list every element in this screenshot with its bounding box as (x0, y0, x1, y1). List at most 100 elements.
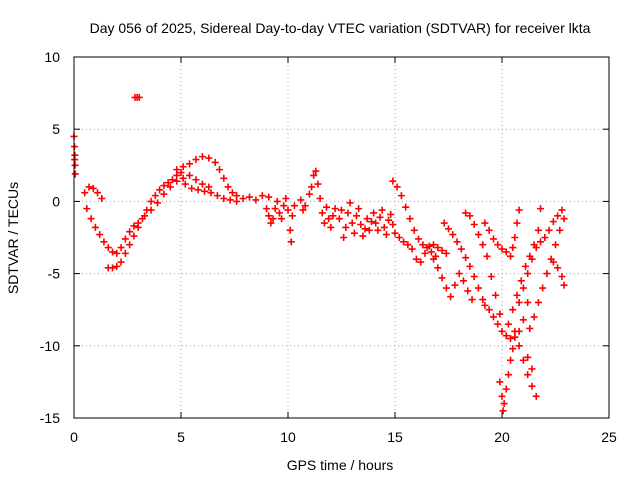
y-tick-label: 0 (52, 193, 60, 209)
data-point (382, 231, 390, 239)
data-point (515, 298, 523, 306)
data-point (113, 249, 121, 257)
data-point (513, 219, 521, 227)
data-point (397, 192, 405, 200)
x-tick-label: 15 (387, 429, 403, 445)
data-point (100, 238, 108, 246)
data-point (280, 202, 288, 210)
series-rise-22-23 (526, 215, 568, 332)
data-point (434, 244, 442, 252)
data-point (320, 219, 328, 227)
data-point (226, 196, 234, 204)
data-point (541, 234, 549, 241)
data-point (519, 356, 527, 364)
data-point (173, 177, 181, 185)
data-point (554, 264, 562, 272)
data-point (517, 277, 525, 285)
data-point (308, 183, 316, 191)
data-point (374, 226, 382, 234)
data-point (558, 206, 566, 214)
plot-frame (73, 56, 610, 419)
data-point (164, 179, 172, 187)
data-point (89, 184, 97, 192)
data-point (507, 252, 515, 260)
data-point (408, 245, 416, 253)
series-arc-a (81, 183, 138, 257)
data-point (507, 356, 515, 364)
data-point (338, 206, 345, 214)
data-point (462, 254, 470, 262)
data-point (156, 186, 164, 194)
data-point (509, 306, 517, 314)
data-point (425, 242, 433, 250)
data-point (278, 215, 286, 223)
data-point (496, 378, 504, 386)
data-point (312, 167, 320, 175)
data-point (263, 205, 271, 213)
series-arc-d (173, 153, 241, 200)
data-point (365, 226, 373, 234)
data-point (239, 195, 247, 203)
y-tick-label: -10 (40, 338, 60, 354)
data-point (532, 244, 540, 252)
data-point (499, 407, 507, 415)
series-arc-b (104, 169, 185, 272)
data-point (344, 209, 352, 217)
data-point (335, 215, 343, 223)
data-point (173, 166, 181, 174)
series-arc-c (134, 171, 213, 227)
data-point (188, 184, 196, 192)
data-point (462, 209, 470, 217)
data-point (560, 281, 568, 289)
data-point (346, 199, 354, 207)
data-point (318, 209, 326, 217)
y-tick-label: -5 (48, 266, 61, 282)
data-point (400, 238, 408, 246)
data-point (528, 382, 536, 390)
data-point (459, 277, 467, 285)
data-point (417, 258, 425, 266)
data-point (466, 212, 474, 220)
data-point (135, 93, 143, 101)
data-point (451, 281, 459, 289)
data-point (430, 255, 438, 263)
data-point (314, 180, 322, 188)
data-point (134, 219, 142, 227)
data-point (181, 180, 189, 188)
data-point (487, 272, 495, 280)
data-point (556, 226, 564, 234)
data-point (485, 226, 493, 234)
series-arc-15 (389, 177, 440, 260)
x-tick-label: 0 (70, 429, 78, 445)
data-point (393, 183, 401, 191)
data-point (543, 270, 551, 278)
data-point (468, 296, 476, 304)
data-point (258, 192, 266, 200)
data-point (449, 231, 457, 239)
data-point (524, 270, 532, 278)
data-point (71, 156, 79, 164)
data-point (524, 353, 532, 361)
data-points (70, 93, 568, 415)
data-point (287, 238, 295, 246)
data-point (331, 205, 339, 213)
y-tick-label: 5 (52, 121, 60, 137)
data-point (305, 190, 313, 198)
data-point (130, 222, 138, 230)
data-point (442, 249, 450, 257)
data-point (479, 241, 487, 249)
data-point (192, 156, 200, 164)
data-point (316, 195, 324, 203)
series-cluster-11 (297, 167, 339, 231)
data-point (198, 153, 206, 161)
data-point (554, 212, 562, 220)
data-point (515, 342, 523, 350)
data-point (483, 252, 491, 260)
data-point (402, 203, 410, 211)
data-point (160, 182, 168, 190)
data-point (504, 371, 512, 379)
x-axis-label: GPS time / hours (287, 457, 394, 473)
data-point (534, 298, 542, 306)
data-point (265, 212, 273, 220)
data-point (211, 158, 219, 166)
